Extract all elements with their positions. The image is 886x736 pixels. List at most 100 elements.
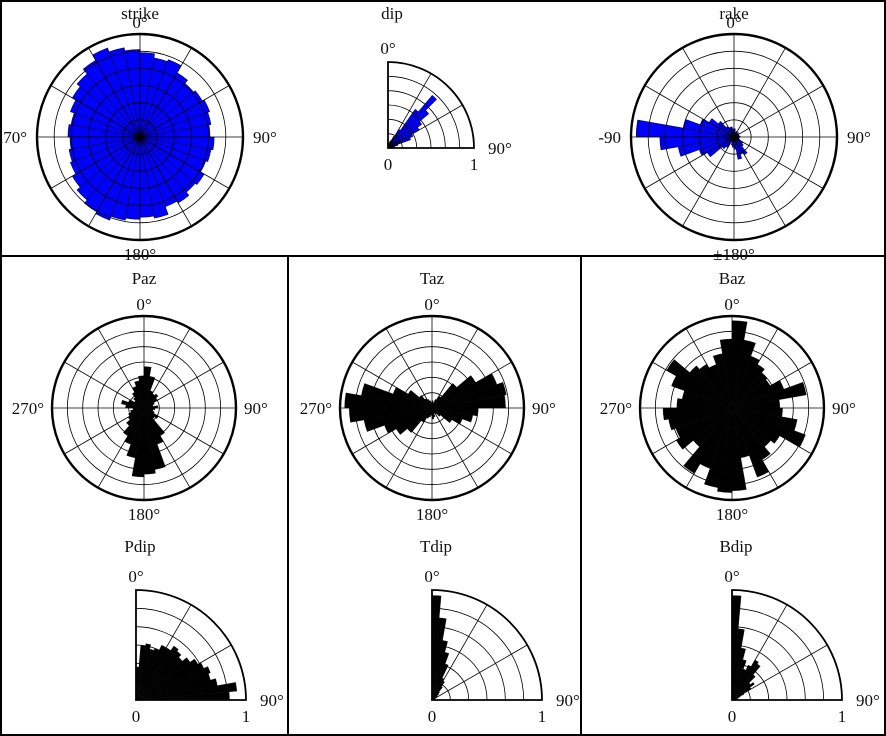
label-top-Pdip: 0° [128, 567, 143, 586]
grid-spoke-Baz [731, 407, 779, 488]
label-end-dip: 1 [470, 155, 479, 174]
grid-spoke-Paz [64, 361, 145, 409]
label-top-Baz: 0° [724, 295, 739, 314]
grid-rake [629, 32, 839, 242]
bar-dip-65 [387, 137, 411, 149]
quadrant-outline-Tdip [431, 589, 543, 701]
rose-plots: strike0°180°90°270°dip0°90°01rake0°±180°… [0, 4, 880, 726]
outer-ring-strike [35, 32, 245, 242]
grid-arc-Tdip [431, 681, 451, 701]
bar-Pdip-40 [135, 650, 182, 701]
grid-spoke-strike [139, 47, 192, 138]
grid-arc-Tdip [431, 644, 488, 701]
grid-spoke-Taz [385, 328, 433, 409]
grid-spoke-Tdip [431, 644, 528, 701]
bottom-right-panel-frame [580, 255, 886, 736]
label-top-rake: 0° [726, 13, 741, 32]
bar-Baz-190 [704, 407, 733, 488]
grid-strike [35, 32, 245, 242]
label-bottom-strike: 180° [124, 245, 156, 264]
grid-spoke-rake [733, 47, 786, 138]
label-end-Pdip: 1 [242, 707, 251, 726]
label-bottom-Baz: 180° [716, 505, 748, 524]
grid-dip [387, 61, 475, 149]
grid-arc-Bdip [731, 607, 825, 701]
grid-spoke-Pdip [135, 604, 192, 701]
grid-spoke-Baz [731, 407, 812, 455]
label-origin-dip: 0 [384, 155, 393, 174]
grid-arc-Pdip [135, 662, 174, 701]
bar-Pdip-65 [135, 666, 211, 701]
bar-strike-340 [108, 47, 141, 138]
bar-rake-340 [730, 126, 735, 138]
grid-arc-Tdip [431, 607, 525, 701]
label-top-Taz: 0° [424, 295, 439, 314]
label-origin-Tdip: 0 [428, 707, 437, 726]
bar-strike-100 [139, 136, 212, 162]
label-top-dip: 0° [380, 39, 395, 58]
grid-spoke-strike [50, 85, 141, 138]
bar-Pdip-80 [135, 682, 237, 701]
grid-arc-Pdip [135, 607, 229, 701]
label-right-strike: 90° [253, 128, 277, 147]
grid-spoke-Paz [143, 361, 224, 409]
bar-strike-160 [139, 136, 169, 219]
grid-spoke-Tdip [431, 604, 488, 701]
grid-spoke-Bdip [731, 604, 788, 701]
grid-Pdip [135, 589, 247, 701]
grid-arc-dip [387, 90, 446, 149]
label-bottom-Paz: 180° [128, 505, 160, 524]
bar-Paz-220 [126, 407, 145, 426]
label-left-Baz: 270° [600, 399, 632, 418]
grid-spoke-Paz [143, 407, 224, 455]
bars-dip [387, 94, 438, 149]
label-bottom-rake: ±180° [713, 245, 755, 264]
label-left-Paz: 270° [12, 399, 44, 418]
label-left-rake: -90 [598, 128, 621, 147]
grid-Baz [638, 314, 826, 502]
bars-Baz [662, 320, 807, 493]
label-top-Bdip: 0° [724, 567, 739, 586]
grid-Taz [338, 314, 526, 502]
label-top-Tdip: 0° [424, 567, 439, 586]
grid-spoke-Baz [731, 328, 779, 409]
grid-arc-Bdip [731, 681, 751, 701]
grid-spoke-Taz [352, 407, 433, 455]
grid-spoke-strike [88, 136, 141, 227]
grid-spoke-strike [88, 47, 141, 138]
bar-dip-40 [387, 94, 438, 149]
grid-spoke-rake [733, 85, 824, 138]
grid-arc-Tdip [431, 626, 506, 701]
outer-ring-Paz [50, 314, 238, 502]
plot-title-Paz: Paz [132, 269, 157, 288]
grid-spoke-rake [644, 85, 735, 138]
plot-title-Tdip: Tdip [420, 537, 452, 556]
bar-Taz-100 [431, 407, 473, 423]
grid-spoke-strike [139, 136, 230, 189]
label-left-Taz: 270° [300, 399, 332, 418]
grid-Paz [50, 314, 238, 502]
rose-Pdip: Pdip 0° 90° 0 1 [124, 537, 283, 726]
grid-spoke-Paz [143, 328, 191, 409]
bars-strike [67, 47, 215, 221]
grid-arc-dip [387, 133, 403, 149]
bar-rake-310 [717, 120, 735, 138]
bar-Paz-190 [126, 407, 145, 459]
grid-Tdip [431, 589, 543, 701]
grid-spoke-Paz [143, 407, 191, 488]
grid-arc-Pdip [135, 626, 210, 701]
rose-Bdip: Bdip 0° 90° 0 1 [719, 537, 879, 726]
plot-title-Baz: Baz [719, 269, 746, 288]
grid-spoke-Taz [385, 407, 433, 488]
grid-arc-Bdip [731, 644, 788, 701]
label-right-dip: 90° [488, 139, 512, 158]
bar-Bdip-50 [731, 682, 755, 701]
grid-spoke-Baz [685, 328, 733, 409]
bar-Bdip-40 [731, 674, 756, 701]
grid-spoke-rake [682, 136, 735, 227]
label-right-rake: 90° [847, 128, 871, 147]
bars-Tdip [431, 595, 450, 701]
outer-ring-Taz [338, 314, 526, 502]
label-right-Baz: 90° [832, 399, 856, 418]
